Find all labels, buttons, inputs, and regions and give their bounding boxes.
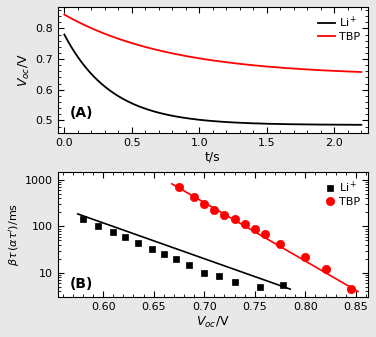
Li$^+$ [359,123,364,127]
Li$^+$ [62,32,67,36]
TBP [192,195,196,199]
TBP [349,287,353,291]
TBP [278,242,282,246]
Line: TBP: TBP [175,183,355,293]
Li$^+$ [281,283,285,287]
TBP [202,202,206,206]
Li$^+$ [187,263,191,267]
TBP [294,67,298,71]
Li$^+$ [149,247,154,251]
Legend: Li$^+$, TBP: Li$^+$, TBP [316,12,362,44]
Li$^+$ [232,280,237,284]
TBP [193,56,197,60]
Legend: Li$^+$, TBP: Li$^+$, TBP [324,177,362,209]
X-axis label: $V_{oc}$/V: $V_{oc}$/V [196,315,230,330]
TBP [266,65,270,69]
TBP [212,208,217,212]
TBP [182,54,187,58]
TBP [323,267,328,271]
TBP [299,67,303,71]
Li$^+$ [193,117,197,121]
TBP [359,70,364,74]
Li$^+$ [217,274,222,278]
Line: Li$^+$: Li$^+$ [80,216,286,290]
TBP [222,213,227,217]
Li$^+$ [174,257,178,261]
TBP [253,226,257,231]
Li$^+$ [258,285,262,289]
X-axis label: t/s: t/s [205,150,221,163]
TBP [177,185,181,189]
TBP [232,217,237,221]
Li$^+$ [266,122,270,126]
Li$^+$ [202,271,206,275]
Text: (A): (A) [70,106,94,120]
TBP [92,28,97,32]
TBP [303,255,308,259]
Line: Li$^+$: Li$^+$ [64,34,361,125]
Li$^+$ [123,235,127,239]
Li$^+$ [96,224,100,228]
Li$^+$ [162,252,166,256]
Li$^+$ [136,241,141,245]
TBP [243,221,247,225]
Line: TBP: TBP [64,14,361,72]
Li$^+$ [80,217,85,221]
TBP [263,232,267,236]
Li$^+$ [111,230,115,234]
Y-axis label: $\beta\tau\,(\alpha\tau^{\prime})$/ms: $\beta\tau\,(\alpha\tau^{\prime})$/ms [7,203,22,266]
Li$^+$ [299,122,303,126]
Text: (B): (B) [70,277,93,291]
Y-axis label: $V_{oc}$/V: $V_{oc}$/V [17,53,32,87]
Li$^+$ [92,75,97,80]
Li$^+$ [182,116,187,120]
Li$^+$ [294,122,298,126]
TBP [62,12,67,17]
